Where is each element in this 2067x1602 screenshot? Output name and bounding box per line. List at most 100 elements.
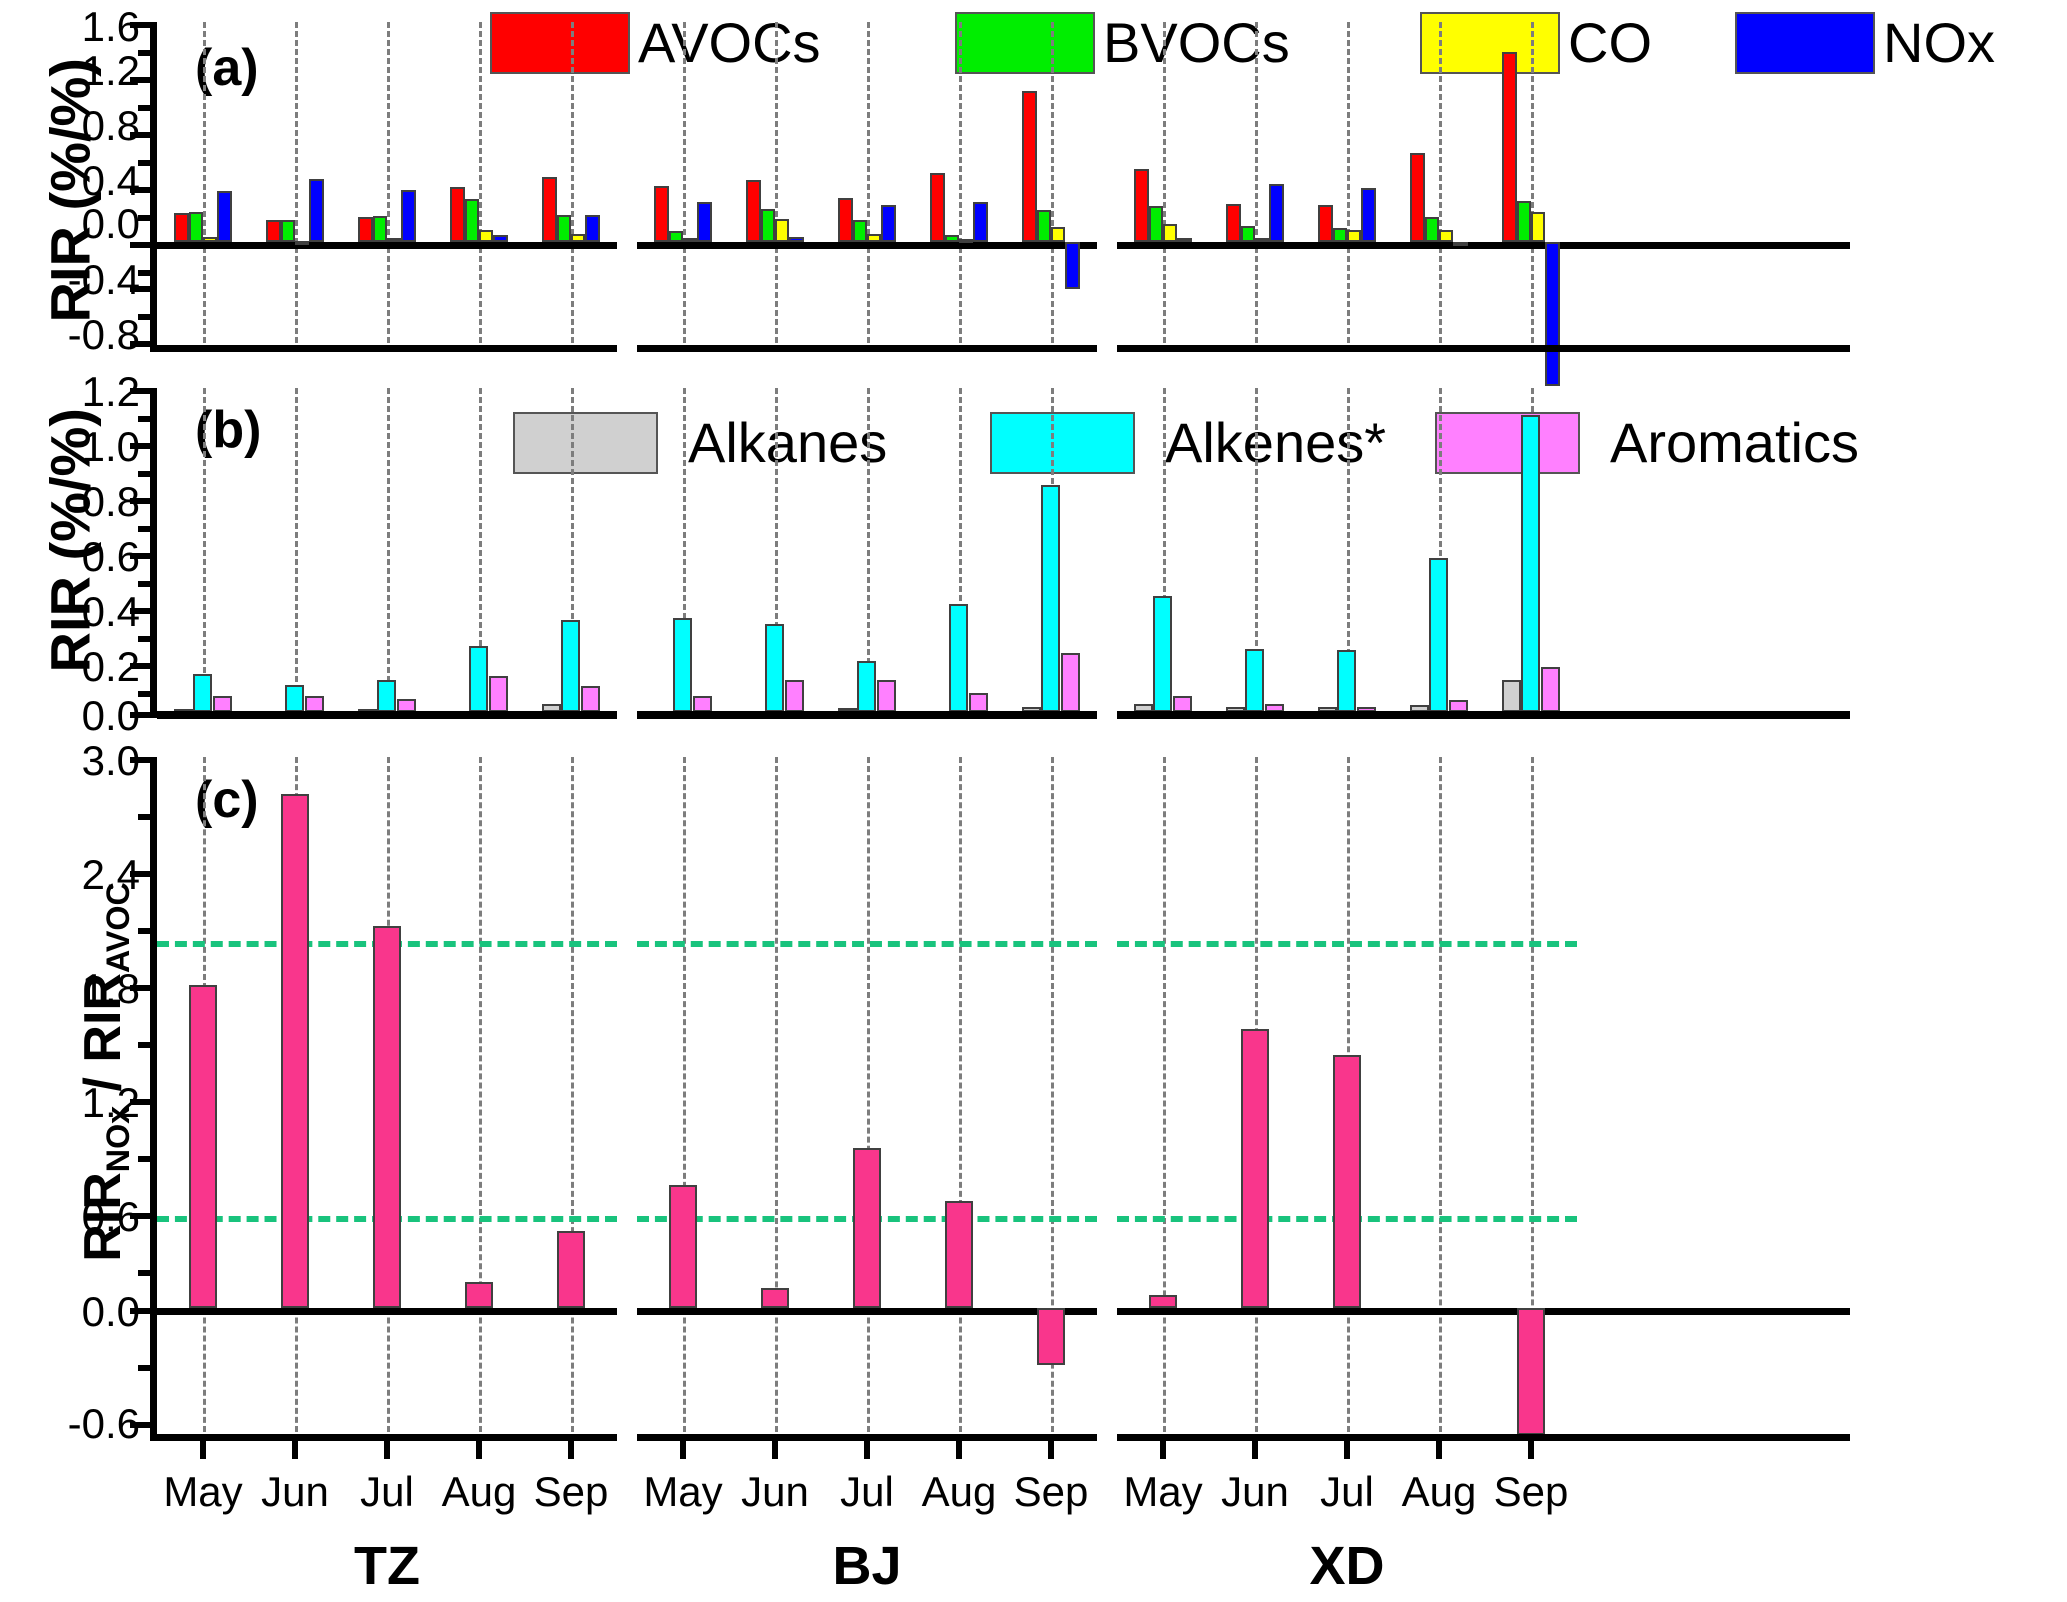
bar-rir-ratio: [1149, 1295, 1177, 1308]
panel-bottom-line: [157, 345, 617, 352]
bar-rir-ratio: [945, 1201, 973, 1308]
x-tick: [476, 1441, 482, 1459]
bar-nox: [309, 178, 324, 242]
bar-rir-ratio: [1333, 1054, 1361, 1308]
bar-nox: [217, 191, 232, 242]
bar-bvocs: [464, 199, 479, 242]
x-tick-label-sep: Sep: [1493, 1468, 1569, 1515]
bar-aromatics: [1264, 703, 1284, 712]
ytick-0.8: 0.8: [81, 102, 140, 149]
grid-line: [295, 388, 298, 718]
x-tick: [772, 1441, 778, 1459]
bar-rir-ratio: [281, 793, 309, 1308]
bar-aromatics: [876, 679, 896, 712]
grid-line: [1531, 22, 1534, 352]
legend-swatch-alkanes: [513, 411, 658, 474]
panel-c-plot-tz: [157, 757, 617, 1441]
x-tick: [1252, 1441, 1258, 1459]
panel-bottom-line: [637, 1434, 1097, 1441]
legend-a-bvocs[interactable]: BVOCs: [955, 10, 1290, 75]
panel-bottom-line: [1117, 1434, 1577, 1441]
x-tick-label-aug: Aug: [441, 1468, 517, 1515]
bar-rir-ratio: [557, 1230, 585, 1308]
grid-line: [387, 22, 390, 352]
grid-line: [1347, 22, 1350, 352]
ytick-b-0.8: 0.8: [81, 478, 140, 525]
bar-avocs: [450, 187, 465, 242]
bar-co: [1531, 211, 1546, 242]
bar-co: [295, 240, 310, 245]
grid-line: [775, 388, 778, 718]
grid-line: [959, 757, 962, 1441]
bar-co: [959, 239, 974, 244]
ytick-c-2.4: 2.4: [81, 851, 140, 898]
legend-label-nox: NOx: [1883, 11, 1995, 74]
zero-line: [157, 242, 617, 249]
ytick-b-1.2: 1.2: [81, 368, 140, 415]
bar-alkenes: [673, 617, 693, 712]
bar-avocs: [746, 180, 761, 242]
panel-bottom-line: [637, 711, 1097, 718]
bar-nox: [1065, 242, 1080, 289]
legend-a-nox[interactable]: NOx: [1735, 10, 1995, 75]
legend-label-co: CO: [1568, 11, 1652, 74]
bar-aromatics: [1172, 695, 1192, 712]
bar-nox: [401, 189, 416, 242]
bar-alkanes: [1134, 703, 1154, 712]
grid-line: [479, 388, 482, 718]
legend-b-alkanes[interactable]: Alkanes: [513, 410, 887, 475]
legend-swatch-nox: [1735, 11, 1875, 74]
grid-line: [1051, 22, 1054, 352]
panel-a-yaxis: [150, 22, 157, 352]
x-tick: [1436, 1441, 1442, 1459]
bar-co: [1051, 226, 1066, 242]
bar-aromatics: [580, 686, 600, 712]
bar-alkenes: [561, 620, 581, 712]
grid-line: [1163, 757, 1166, 1441]
bar-avocs: [838, 198, 853, 242]
zero-line: [1117, 1308, 1577, 1315]
bar-nox: [1269, 184, 1284, 242]
bar-nox: [1453, 242, 1468, 246]
bar-avocs: [1226, 203, 1241, 242]
bar-alkenes: [285, 685, 305, 712]
bar-nox: [493, 235, 508, 242]
bar-nox: [697, 202, 712, 242]
bar-avocs: [174, 213, 189, 242]
panel-bottom-line: [157, 711, 617, 718]
bar-aromatics: [1356, 706, 1376, 712]
x-tick-label-sep: Sep: [1013, 1468, 1089, 1515]
panel-b-yaxis: [150, 388, 157, 718]
x-tick: [1528, 1441, 1534, 1459]
bar-alkenes: [949, 604, 969, 712]
bar-aromatics: [968, 693, 988, 712]
bar-rir-ratio: [669, 1184, 697, 1308]
x-tick: [292, 1441, 298, 1459]
ytick-c-0.0: 0.0: [81, 1288, 140, 1335]
bar-alkanes: [1022, 706, 1042, 712]
bar-bvocs: [1424, 217, 1439, 242]
x-tick-label-jul: Jul: [1320, 1468, 1374, 1515]
legend-swatch-co: [1420, 11, 1560, 74]
grid-line: [1163, 22, 1166, 352]
panel-a-plot-bj: [637, 22, 1097, 352]
legend-label-avocs: AVOCs: [638, 11, 821, 74]
bar-co: [387, 237, 402, 242]
grid-line: [959, 22, 962, 352]
legend-b-aromatics[interactable]: Aromatics: [1435, 410, 1859, 475]
panel-b-plot-xd: [1117, 388, 1577, 719]
ytick-b-0.4: 0.4: [81, 588, 140, 635]
legend-a-co[interactable]: CO: [1420, 10, 1652, 75]
grid-line: [387, 388, 390, 718]
legend-a-avocs[interactable]: AVOCs: [490, 10, 821, 75]
panel-c-zero-line-ext: [1577, 1308, 1850, 1315]
ytick-c-1.2: 1.2: [81, 1079, 140, 1126]
x-tick-label-may: May: [1123, 1468, 1203, 1515]
legend-swatch-aromatics: [1435, 411, 1580, 474]
bar-avocs: [1410, 152, 1425, 242]
panel-a-plot-tz: [157, 22, 617, 352]
bar-bvocs: [1332, 228, 1347, 242]
x-tick-label-may: May: [643, 1468, 723, 1515]
grid-line: [571, 757, 574, 1441]
